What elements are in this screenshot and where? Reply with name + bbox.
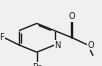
Text: N: N xyxy=(55,41,61,50)
Text: Br: Br xyxy=(32,63,42,66)
Text: F: F xyxy=(0,33,4,42)
Text: O: O xyxy=(69,12,76,21)
Text: O: O xyxy=(88,41,94,50)
